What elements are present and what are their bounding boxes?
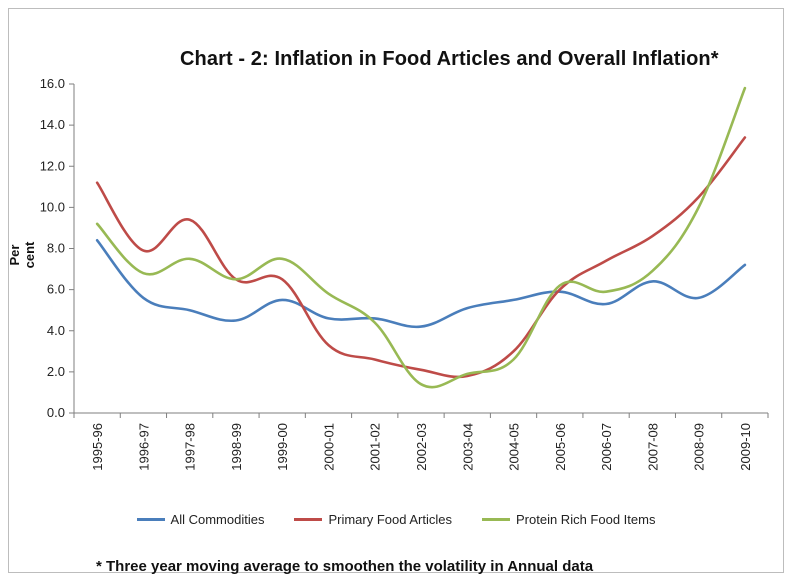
chart-frame <box>8 8 784 573</box>
y-tick-label: 10.0 <box>40 199 65 214</box>
x-tick-label: 1997-98 <box>183 423 198 471</box>
series-line-primary-food-articles <box>95 136 747 379</box>
legend: All Commodities Primary Food Articles Pr… <box>0 512 792 527</box>
x-tick-label: 1999-00 <box>275 423 290 471</box>
y-tick-label: 8.0 <box>47 241 65 256</box>
chart-title: Chart - 2: Inflation in Food Articles an… <box>180 48 719 70</box>
y-tick-labels: 0.0 2.0 4.0 6.0 8.0 10.0 12.0 14.0 16.0 <box>40 76 65 420</box>
legend-item-all-commodities: All Commodities <box>136 512 265 527</box>
y-tick-label: 12.0 <box>40 158 65 173</box>
x-tick-label: 2005-06 <box>553 423 568 471</box>
y-tick-label: 2.0 <box>47 364 65 379</box>
x-tick-label: 2009-10 <box>738 423 753 471</box>
x-tick-label: 1998-99 <box>229 423 244 471</box>
axes <box>69 83 769 418</box>
y-tick-label: 14.0 <box>40 117 65 132</box>
series-line-all-commodities <box>95 238 747 329</box>
y-tick-label: 4.0 <box>47 323 65 338</box>
legend-swatch <box>294 518 323 521</box>
legend-swatch <box>482 518 510 521</box>
legend-swatch <box>136 518 165 521</box>
x-tick-label: 2003-04 <box>460 423 475 471</box>
footnote: * Three year moving average to smoothen … <box>96 558 594 575</box>
x-tick-label: 2008-09 <box>692 423 707 471</box>
x-tick-label: 2006-07 <box>599 423 614 471</box>
y-tick-label: 0.0 <box>47 405 65 420</box>
line-chart: 0.02.04.06.08.010.012.014.016.0 1995-96 1… <box>40 76 769 471</box>
x-tick-label: 2002-03 <box>414 423 429 471</box>
legend-label: All Commodities <box>170 512 265 527</box>
x-tick-labels: 1995-96 1996-97 1997-98 1998-99 1999-00 2000-… <box>90 423 753 471</box>
x-tick-label: 1995-96 <box>90 423 105 471</box>
y-tick-label: 6.0 <box>47 282 65 297</box>
legend-label: Protein Rich Food Items <box>516 512 656 527</box>
legend-item-protein-rich-food-items: Protein Rich Food Items <box>482 512 655 527</box>
series-lines <box>95 86 747 389</box>
x-tick-label: 2001-02 <box>368 423 383 471</box>
x-tick-label: 2000-01 <box>321 423 336 471</box>
x-tick-label: 2004-05 <box>507 423 522 471</box>
y-tick-label: 16.0 <box>40 76 65 91</box>
legend-label: Primary Food Articles <box>328 512 452 527</box>
x-tick-label: 2007-08 <box>645 423 660 471</box>
x-tick-label: 1996-97 <box>136 423 151 471</box>
series-line-protein-rich-food-items <box>95 86 747 389</box>
legend-item-primary-food-articles: Primary Food Articles <box>294 512 452 527</box>
